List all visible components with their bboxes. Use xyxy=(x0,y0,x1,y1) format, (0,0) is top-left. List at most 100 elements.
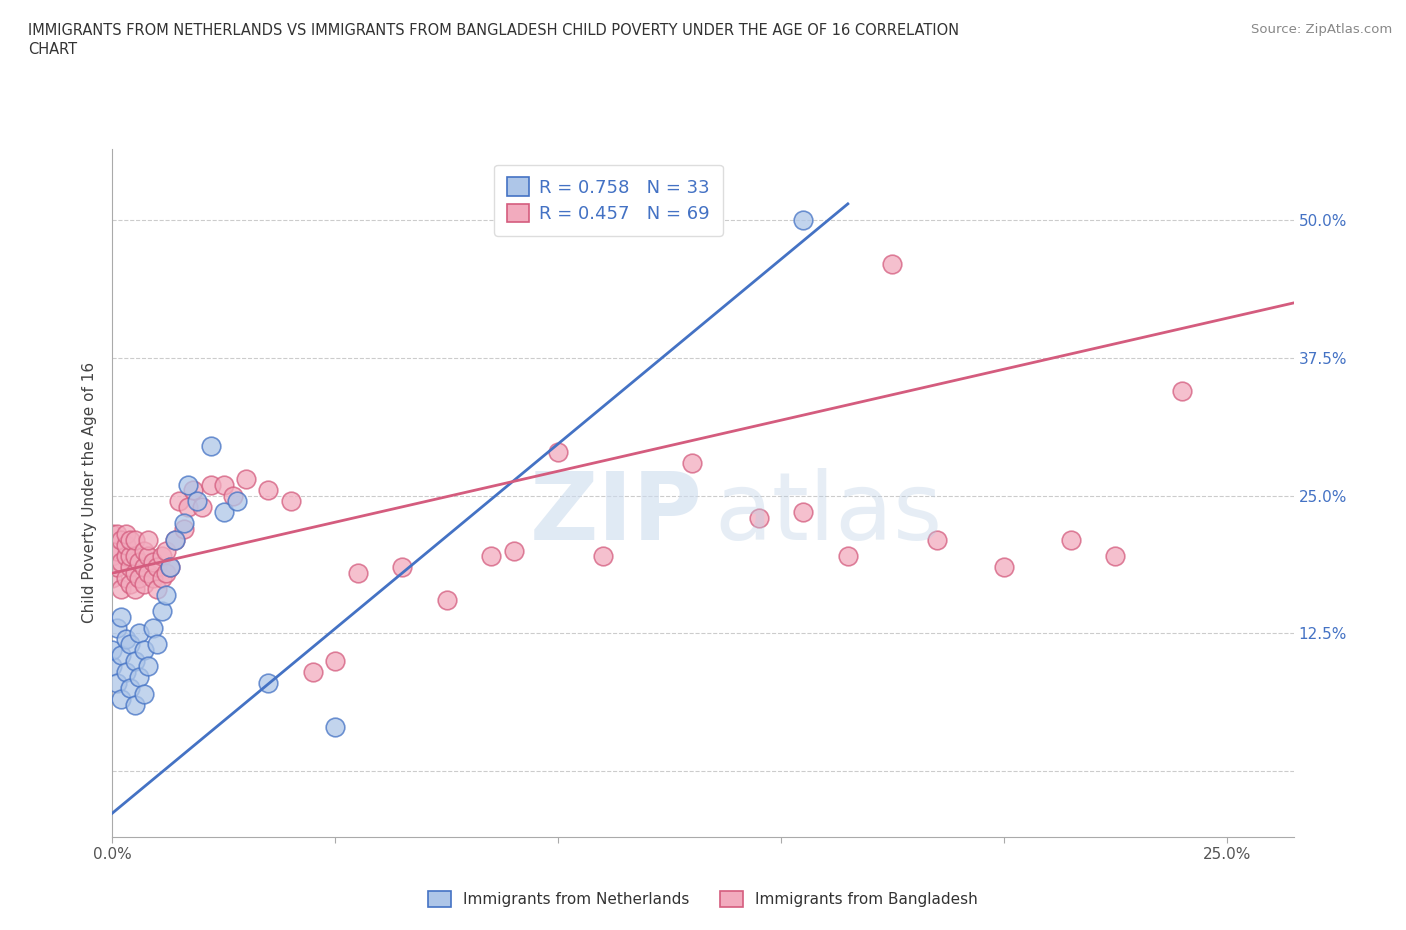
Point xyxy=(882,257,904,272)
Point xyxy=(159,560,181,575)
Point xyxy=(257,675,280,690)
Point xyxy=(110,554,132,569)
Point xyxy=(105,620,128,635)
Point xyxy=(132,543,155,558)
Point xyxy=(115,631,138,646)
Point xyxy=(159,560,181,575)
Point xyxy=(120,560,142,575)
Point xyxy=(136,549,159,564)
Point xyxy=(837,549,859,564)
Point xyxy=(110,692,132,707)
Point xyxy=(146,637,169,652)
Point xyxy=(748,511,770,525)
Point xyxy=(101,658,124,673)
Point xyxy=(105,560,128,575)
Point xyxy=(136,532,159,547)
Point xyxy=(323,720,346,735)
Point xyxy=(124,698,146,712)
Point xyxy=(128,626,150,641)
Point xyxy=(115,526,138,541)
Point xyxy=(105,675,128,690)
Point xyxy=(155,543,177,558)
Point xyxy=(142,620,165,635)
Point xyxy=(124,654,146,669)
Point xyxy=(124,549,146,564)
Point xyxy=(181,483,204,498)
Point xyxy=(101,571,124,586)
Point xyxy=(155,565,177,580)
Point xyxy=(132,643,155,658)
Point xyxy=(226,494,249,509)
Point xyxy=(993,560,1015,575)
Text: CHART: CHART xyxy=(28,42,77,57)
Point xyxy=(212,477,235,492)
Point xyxy=(212,505,235,520)
Point xyxy=(792,213,814,228)
Point xyxy=(142,571,165,586)
Point xyxy=(120,577,142,591)
Text: atlas: atlas xyxy=(714,468,943,560)
Point xyxy=(150,549,173,564)
Point xyxy=(169,494,191,509)
Point xyxy=(115,571,138,586)
Point xyxy=(124,532,146,547)
Point xyxy=(101,643,124,658)
Point xyxy=(132,560,155,575)
Point xyxy=(200,477,222,492)
Point xyxy=(101,549,124,564)
Point xyxy=(200,439,222,454)
Point xyxy=(173,516,195,531)
Point xyxy=(391,560,413,575)
Point xyxy=(177,499,200,514)
Point xyxy=(925,532,948,547)
Point xyxy=(547,445,569,459)
Point xyxy=(436,592,458,607)
Point xyxy=(323,654,346,669)
Point xyxy=(146,560,169,575)
Point xyxy=(1171,383,1194,398)
Point xyxy=(150,604,173,618)
Point xyxy=(110,609,132,624)
Point xyxy=(479,549,502,564)
Point xyxy=(792,505,814,520)
Point xyxy=(302,664,325,679)
Point xyxy=(120,532,142,547)
Point xyxy=(128,571,150,586)
Y-axis label: Child Poverty Under the Age of 16: Child Poverty Under the Age of 16 xyxy=(82,363,97,623)
Point xyxy=(346,565,368,580)
Point xyxy=(1060,532,1083,547)
Point xyxy=(235,472,257,486)
Point xyxy=(120,637,142,652)
Point xyxy=(280,494,302,509)
Point xyxy=(190,499,212,514)
Point xyxy=(681,455,703,470)
Text: IMMIGRANTS FROM NETHERLANDS VS IMMIGRANTS FROM BANGLADESH CHILD POVERTY UNDER TH: IMMIGRANTS FROM NETHERLANDS VS IMMIGRANT… xyxy=(28,23,959,38)
Point xyxy=(257,483,280,498)
Point xyxy=(124,565,146,580)
Point xyxy=(502,543,524,558)
Legend: R = 0.758   N = 33, R = 0.457   N = 69: R = 0.758 N = 33, R = 0.457 N = 69 xyxy=(495,165,723,236)
Point xyxy=(120,681,142,696)
Point xyxy=(163,532,186,547)
Point xyxy=(177,477,200,492)
Point xyxy=(173,521,195,536)
Point xyxy=(163,532,186,547)
Point xyxy=(136,658,159,673)
Point xyxy=(128,670,150,684)
Point xyxy=(115,538,138,552)
Point xyxy=(142,554,165,569)
Point xyxy=(105,526,128,541)
Point xyxy=(110,648,132,663)
Point xyxy=(132,577,155,591)
Point xyxy=(128,554,150,569)
Point xyxy=(136,565,159,580)
Point xyxy=(124,582,146,597)
Point xyxy=(110,582,132,597)
Point xyxy=(115,549,138,564)
Point xyxy=(146,582,169,597)
Point xyxy=(105,543,128,558)
Point xyxy=(115,664,138,679)
Point xyxy=(101,526,124,541)
Point xyxy=(120,549,142,564)
Point xyxy=(186,494,208,509)
